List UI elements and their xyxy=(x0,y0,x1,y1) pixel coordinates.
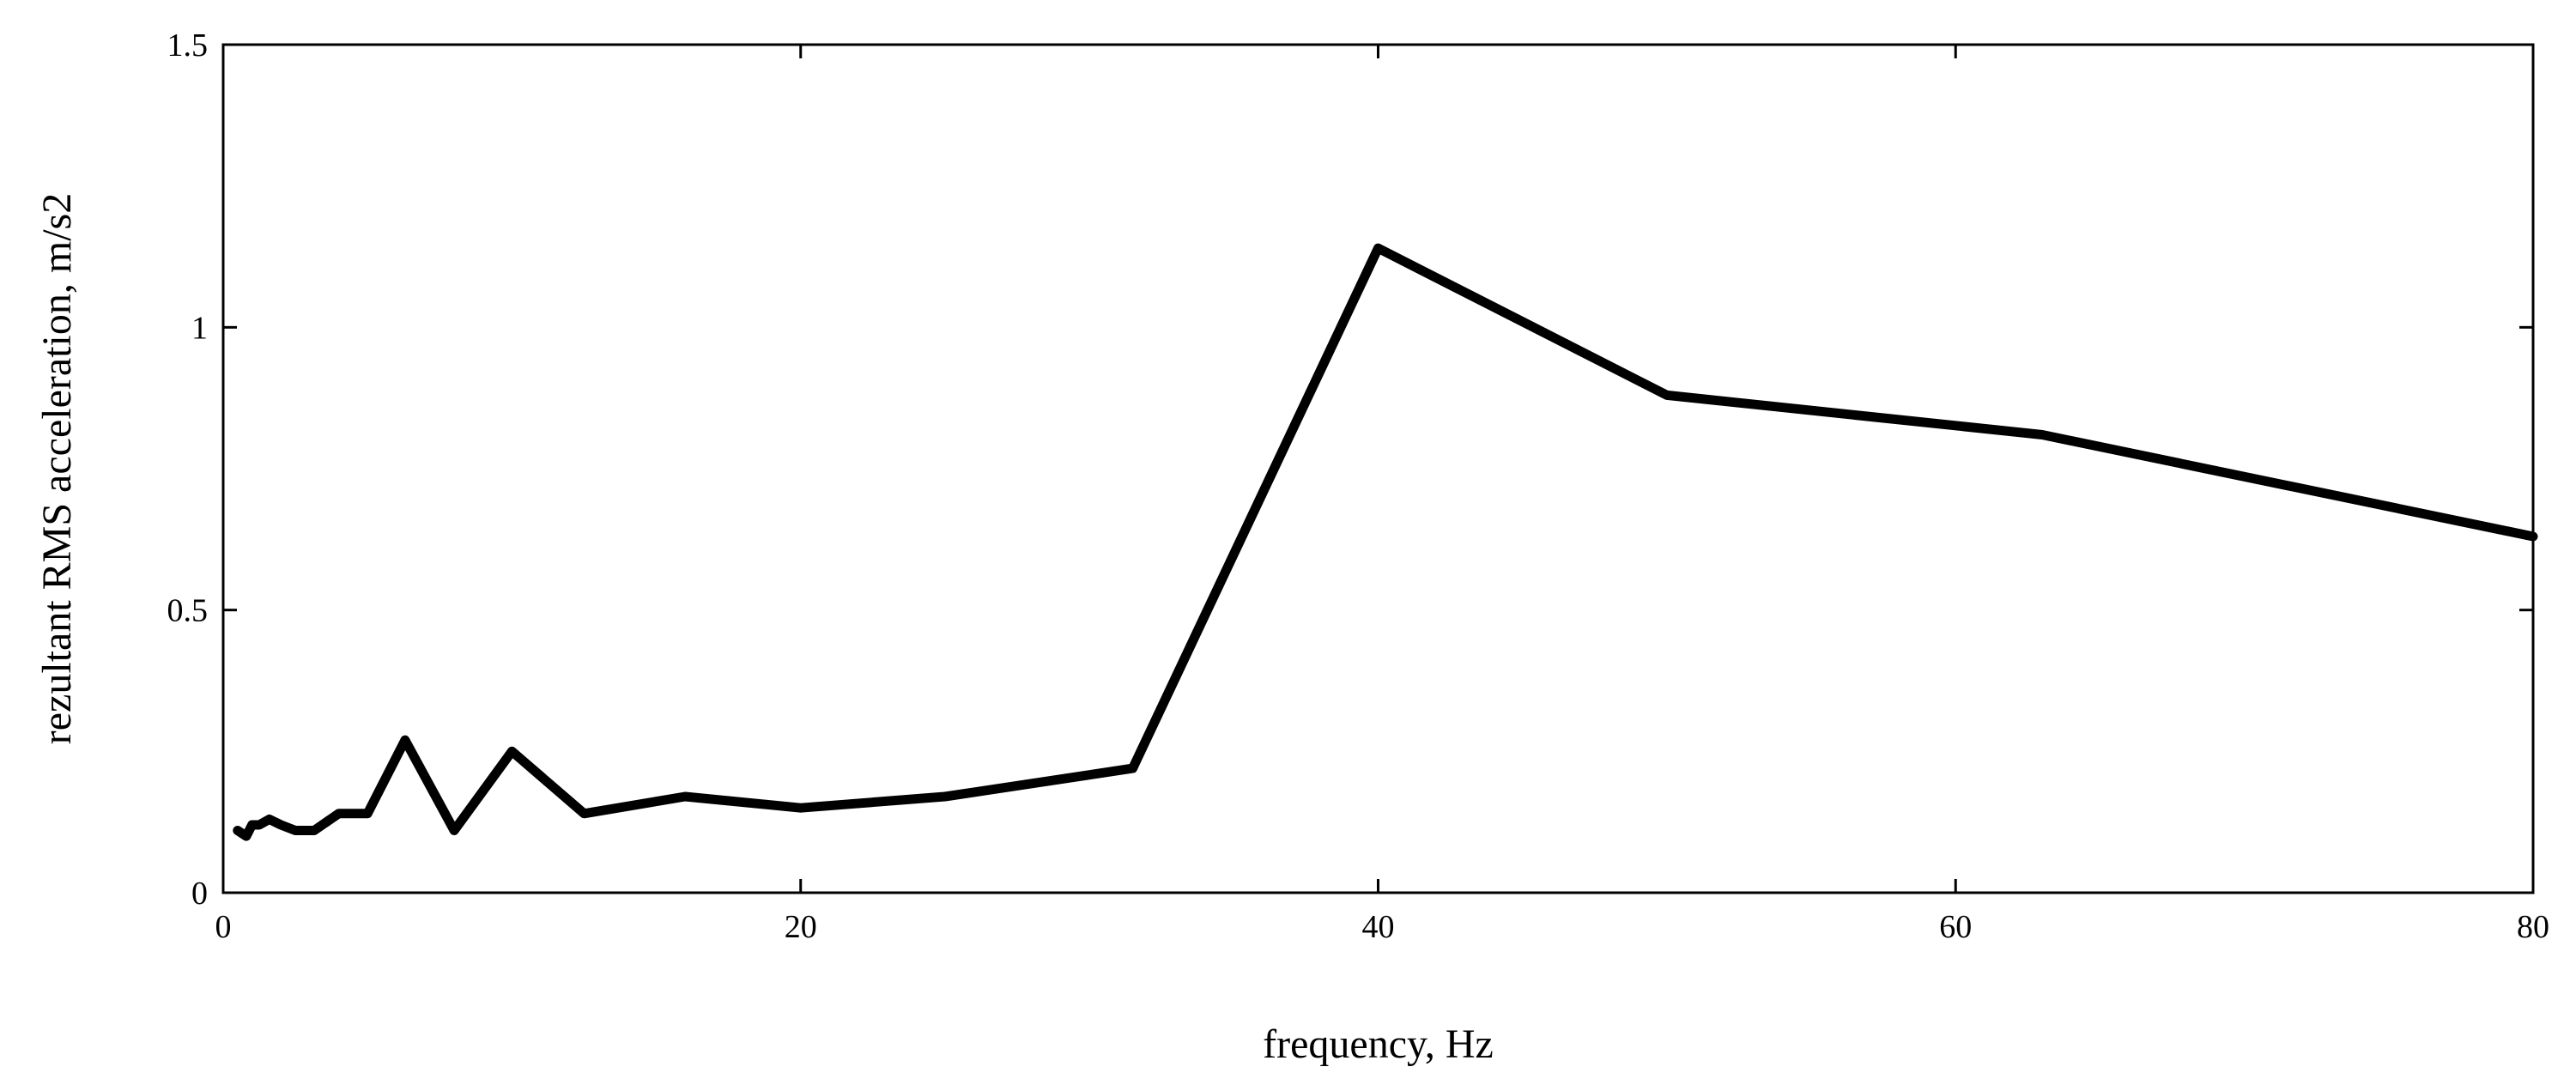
tick-labels: 0 20 40 60 80 0 0.5 1 1.5 xyxy=(167,27,2550,945)
y-axis-label: rezultant RMS acceleration, m/s2 xyxy=(34,193,80,744)
ticks xyxy=(221,43,2535,894)
x-tick-label: 60 xyxy=(1939,909,1972,945)
x-axis-label: frequency, Hz xyxy=(1263,1021,1494,1067)
y-tick-label: 0 xyxy=(191,876,208,912)
y-tick-label: 0.5 xyxy=(167,593,209,629)
x-tick-label: 40 xyxy=(1362,909,1395,945)
y-tick-label: 1 xyxy=(191,310,208,346)
y-tick-label: 1.5 xyxy=(167,27,209,64)
x-tick-label: 80 xyxy=(2517,909,2549,945)
x-tick-label: 0 xyxy=(215,909,232,945)
x-tick-label: 20 xyxy=(785,909,817,945)
series-line xyxy=(233,243,2538,841)
